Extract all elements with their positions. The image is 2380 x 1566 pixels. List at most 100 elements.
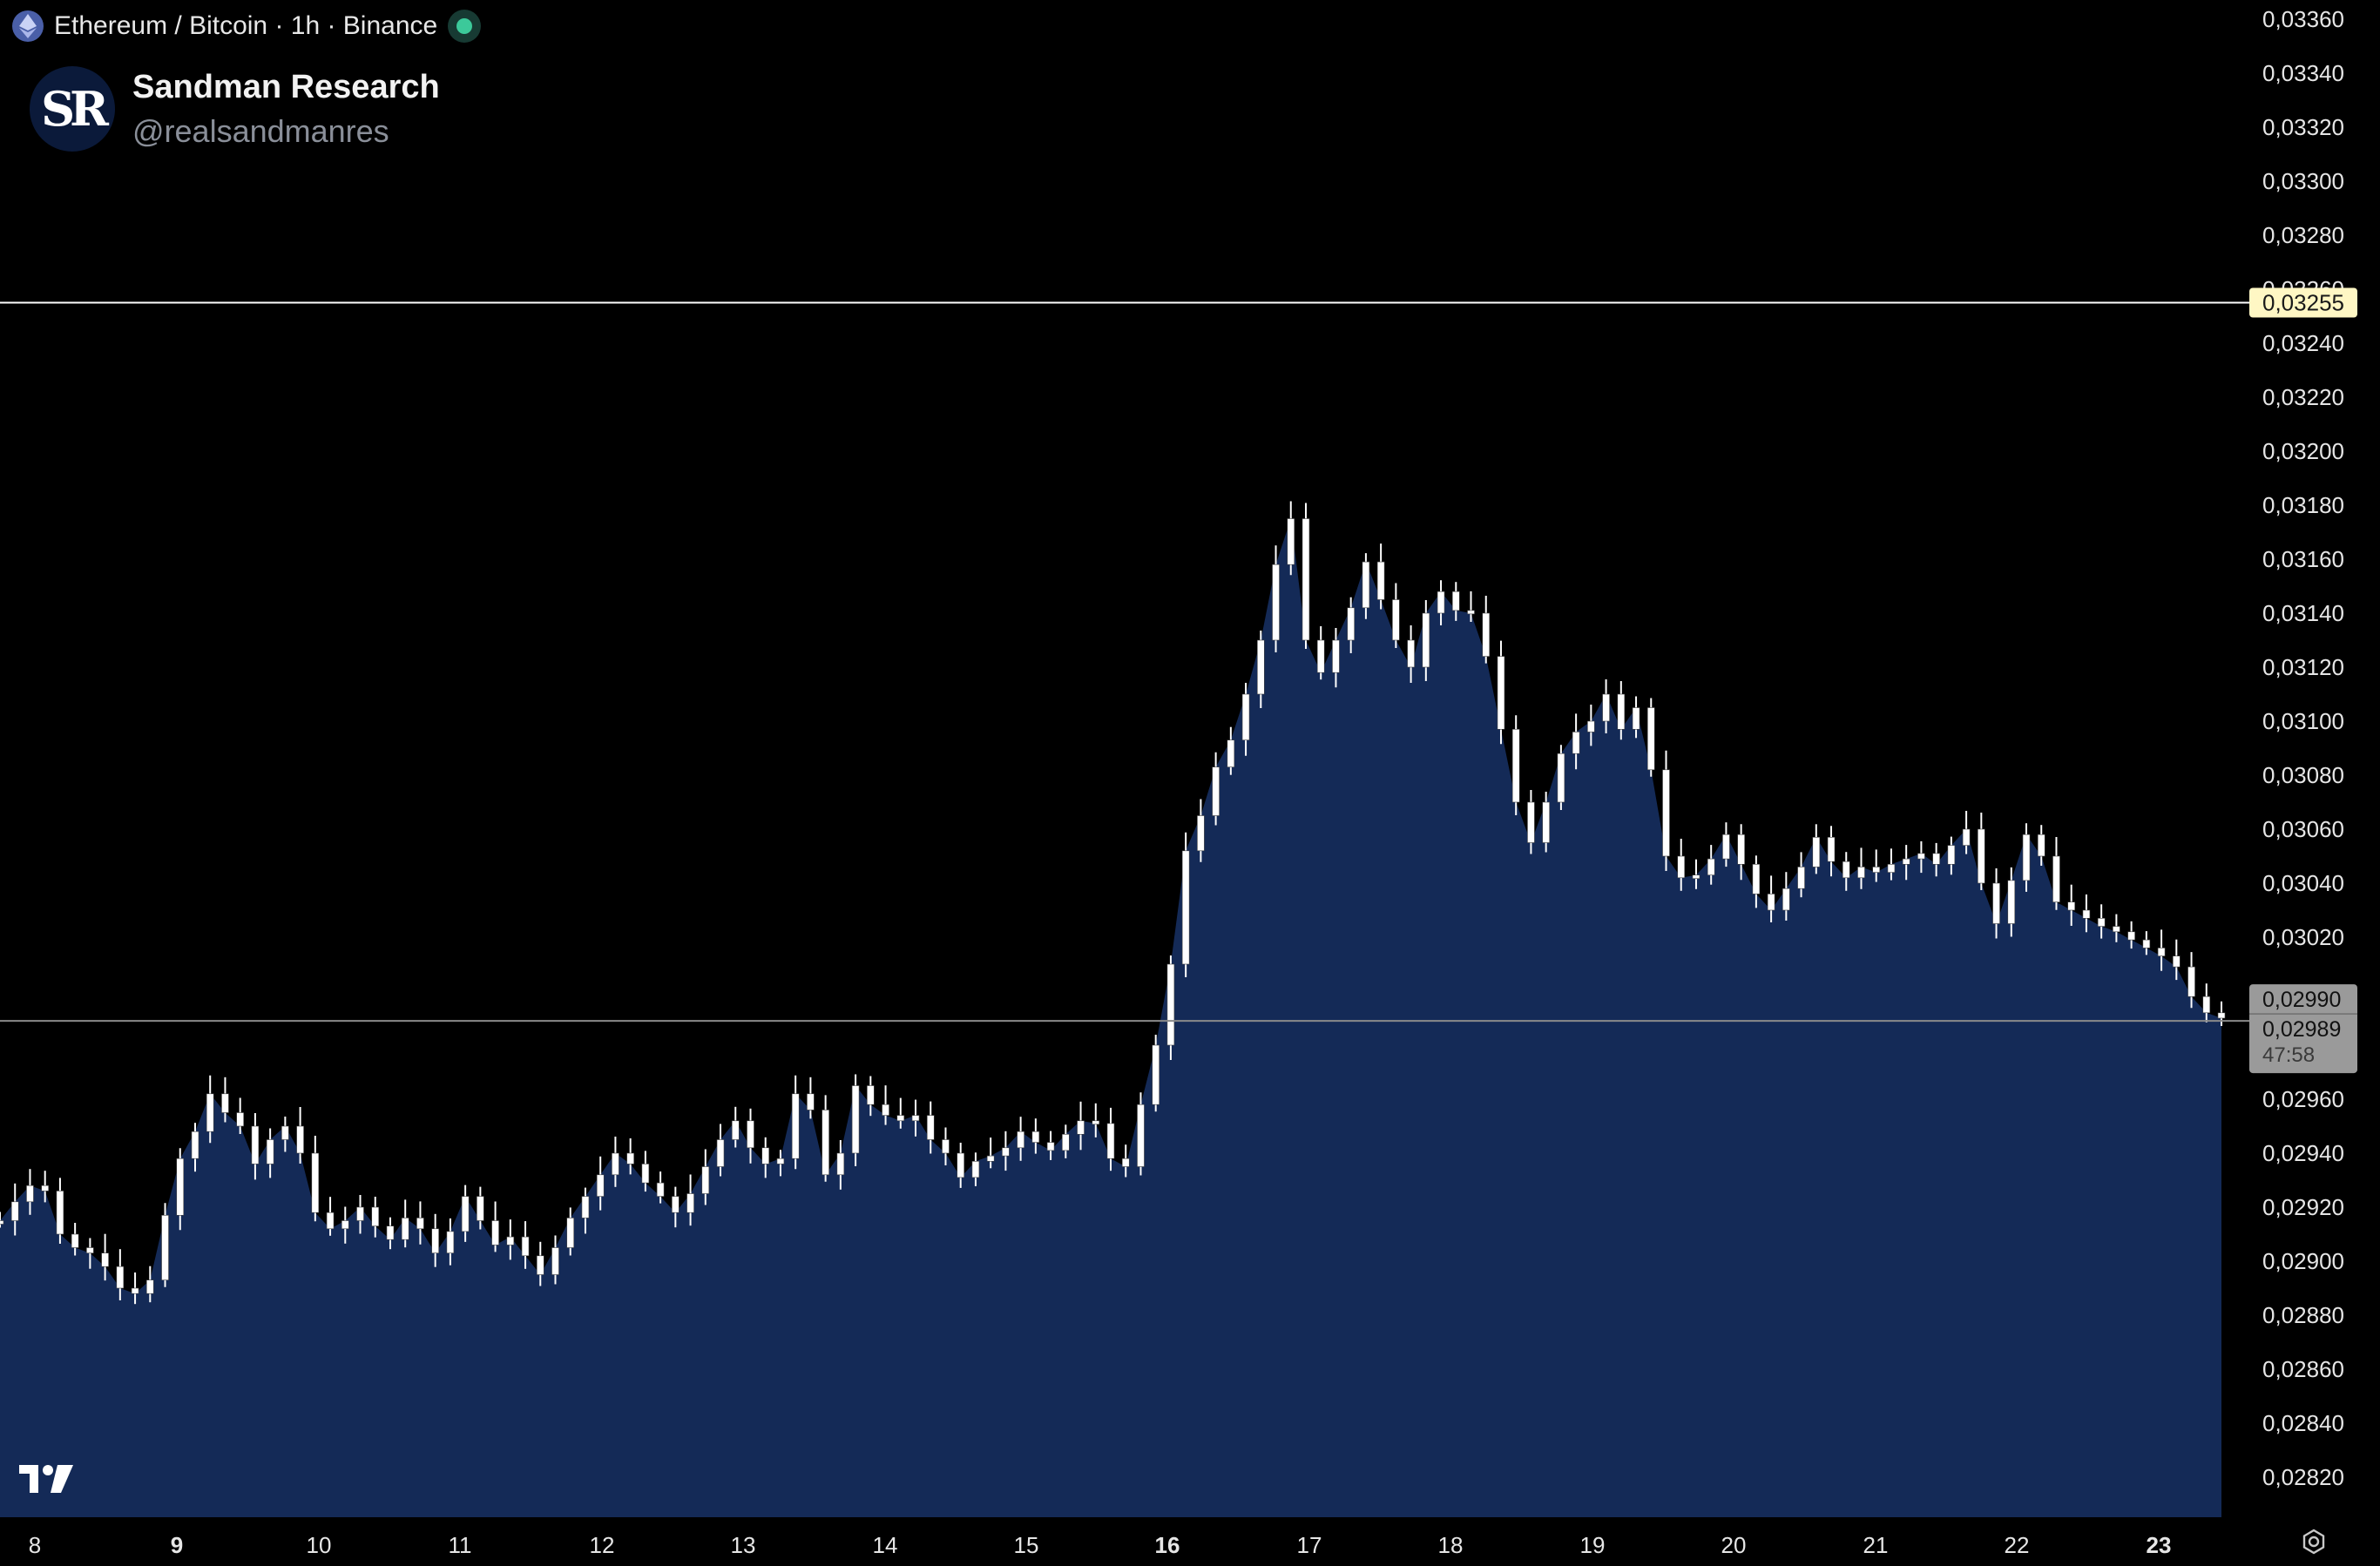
candle-body xyxy=(1887,863,1896,873)
time-tick-label: 11 xyxy=(449,1532,472,1558)
price-tick-label: 0,03240 xyxy=(2262,330,2344,356)
price-tick-label: 0,03100 xyxy=(2262,708,2344,734)
candle-body xyxy=(596,1174,605,1197)
candle-body xyxy=(1917,853,1925,860)
time-tick-label: 21 xyxy=(1863,1532,1889,1558)
candle-body xyxy=(626,1152,634,1164)
candle-body xyxy=(1121,1158,1130,1167)
candle-body xyxy=(1256,639,1265,695)
price-tick-label: 0,03180 xyxy=(2262,492,2344,518)
candle-body xyxy=(747,1120,754,1149)
candle-body xyxy=(1992,882,2000,924)
candle-body xyxy=(882,1104,889,1116)
time-tick-label: 13 xyxy=(731,1532,756,1558)
candle-body xyxy=(686,1193,694,1213)
candle-body xyxy=(1467,610,1475,615)
candle-body xyxy=(1241,693,1250,741)
candle-body xyxy=(2007,880,2016,924)
candle-body xyxy=(1587,720,1595,732)
candle-body xyxy=(326,1212,335,1230)
brand-name: Sandman Research xyxy=(132,68,440,105)
candle-body xyxy=(101,1252,109,1267)
price-tick-label: 0,02880 xyxy=(2262,1302,2344,1328)
candle-body xyxy=(1842,861,1850,879)
price-tick-label: 0,02960 xyxy=(2262,1086,2344,1112)
candle-body xyxy=(1166,963,1175,1046)
candle-layer xyxy=(0,501,2226,1305)
candle-body xyxy=(1722,834,1730,860)
candle-body xyxy=(2052,855,2060,903)
price-tick-label: 0,03300 xyxy=(2262,168,2344,194)
candle-body xyxy=(1902,858,1910,865)
candle-body xyxy=(2067,901,2076,911)
candle-body xyxy=(1197,815,1205,852)
candle-body xyxy=(1092,1120,1100,1125)
candle-body xyxy=(701,1166,710,1194)
candle-body xyxy=(1031,1131,1040,1143)
candle-body xyxy=(911,1115,920,1122)
time-axis[interactable]: 8 9 10 11 12 13 14 15 16 17 18 19 20 21 22 23 xyxy=(29,1532,2172,1558)
candle-body xyxy=(506,1236,515,1245)
avatar: SR xyxy=(30,66,115,152)
candle-body xyxy=(1392,599,1400,641)
candle-body xyxy=(1737,834,1745,865)
price-tick-label: 0,03280 xyxy=(2262,222,2344,248)
candle-body xyxy=(296,1125,304,1154)
candle-body xyxy=(221,1093,229,1113)
candle-body xyxy=(1542,801,1550,843)
candle-body xyxy=(41,1185,49,1191)
price-tick-label: 0,02920 xyxy=(2262,1194,2344,1220)
price-tick-label: 0,03340 xyxy=(2262,60,2344,86)
candle-body xyxy=(1451,591,1460,611)
candle-body xyxy=(1617,693,1626,730)
price-tick-label: 0,03160 xyxy=(2262,546,2344,572)
last-price-value: 0,02990 xyxy=(2262,988,2341,1012)
candle-body xyxy=(536,1255,544,1275)
candle-body xyxy=(2157,948,2166,957)
candle-body xyxy=(461,1196,470,1232)
price-tick-label: 0,02900 xyxy=(2262,1248,2344,1274)
candle-body xyxy=(491,1220,499,1245)
price-axis[interactable]: 0,03360 0,03340 0,03320 0,03300 0,03280 0,032… xyxy=(2262,6,2344,1490)
price-tick-label: 0,03220 xyxy=(2262,384,2344,410)
symbol-title[interactable]: Ethereum / Bitcoin · 1h · Binance xyxy=(54,11,438,40)
time-tick-label: 18 xyxy=(1438,1532,1464,1558)
settings-gear-icon[interactable] xyxy=(2300,1528,2328,1560)
candle-body xyxy=(1137,1104,1145,1167)
price-tick-label: 0,03360 xyxy=(2262,6,2344,32)
price-tick-label: 0,03040 xyxy=(2262,870,2344,896)
candle-body xyxy=(1677,855,1686,879)
candle-body xyxy=(266,1139,274,1164)
candle-body xyxy=(1376,561,1385,600)
time-tick-label: 20 xyxy=(1721,1532,1747,1558)
candle-body xyxy=(1046,1142,1055,1151)
candle-body xyxy=(1646,707,1655,771)
candle-body xyxy=(1212,766,1220,816)
time-tick-label: 23 xyxy=(2147,1532,2172,1558)
candle-body xyxy=(867,1085,875,1105)
marked-level-badge xyxy=(2249,287,2357,318)
candle-body xyxy=(761,1147,770,1164)
price-tick-label: 0,02820 xyxy=(2262,1464,2344,1490)
price-tick-label: 0,03020 xyxy=(2262,924,2344,950)
candle-body xyxy=(1347,607,1355,641)
candle-body xyxy=(56,1191,64,1235)
candle-body xyxy=(1962,828,1971,846)
horizontal-level-layer[interactable] xyxy=(0,301,2251,1023)
time-tick-label: 15 xyxy=(1014,1532,1039,1558)
candle-body xyxy=(311,1152,320,1213)
candle-body xyxy=(1407,639,1415,668)
time-tick-label: 12 xyxy=(590,1532,615,1558)
time-tick-label: 16 xyxy=(1155,1532,1180,1558)
candle-body xyxy=(791,1093,800,1159)
candle-body xyxy=(386,1225,395,1240)
candle-body xyxy=(1482,612,1491,657)
symbol-header[interactable]: Ethereum / Bitcoin · 1h · Binance xyxy=(12,9,482,44)
candle-body xyxy=(2113,926,2120,933)
candle-body xyxy=(1362,561,1370,609)
candle-body xyxy=(1707,858,1715,875)
candle-body xyxy=(477,1196,484,1221)
tradingview-logo-icon[interactable] xyxy=(19,1465,75,1501)
